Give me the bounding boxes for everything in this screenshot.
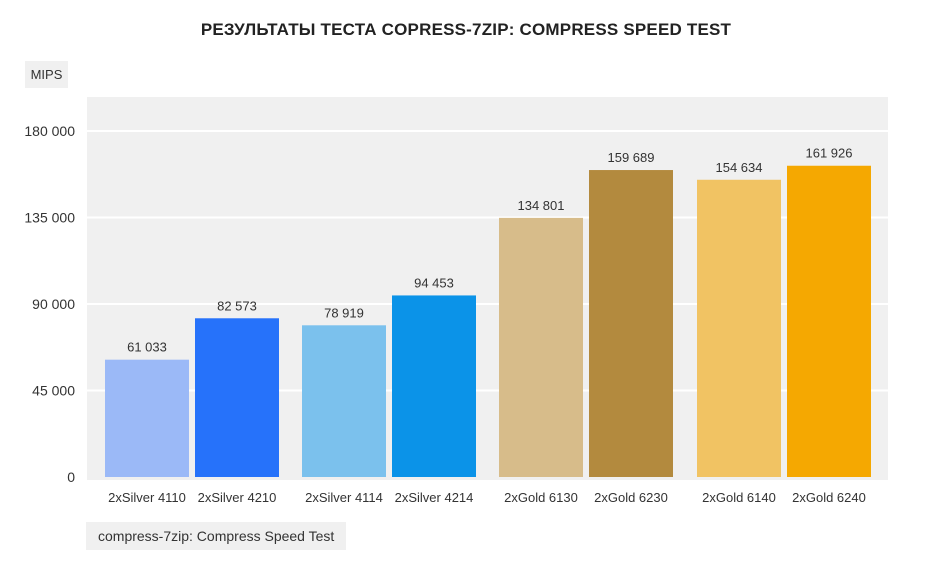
- x-category-label: 2xGold 6230: [594, 490, 668, 505]
- y-tick-label: 90 000: [32, 296, 75, 312]
- bar[interactable]: [302, 325, 386, 477]
- y-tick-label: 0: [67, 469, 75, 485]
- x-category-label: 2xGold 6130: [504, 490, 578, 505]
- bar[interactable]: [697, 179, 781, 477]
- y-tick-label: 180 000: [24, 123, 75, 139]
- bar-value-label: 82 573: [217, 298, 257, 313]
- bars: [105, 165, 871, 478]
- bar[interactable]: [392, 295, 476, 477]
- x-category-label: 2xSilver 4210: [198, 490, 277, 505]
- y-axis-ticks: 0 45 000 90 000 135 000 180 000: [24, 123, 75, 485]
- chart-title: РЕЗУЛЬТАТЫ ТЕСТА COPRESS-7ZIP: COMPRESS …: [200, 20, 732, 39]
- x-category-label: 2xSilver 4110: [108, 490, 186, 505]
- x-category-label: 2xSilver 4214: [395, 490, 474, 505]
- data-labels: 61 033 82 573 78 919 94 453 134 801 159 689 15…: [127, 146, 852, 355]
- legend-item[interactable]: compress-7zip: Compress Speed Test: [86, 522, 347, 550]
- y-tick-label: 45 000: [32, 383, 75, 399]
- bar-value-label: 94 453: [414, 275, 454, 290]
- bar-value-label: 154 634: [716, 160, 763, 175]
- bar-value-label: 134 801: [518, 198, 565, 213]
- bar-value-label: 61 033: [127, 340, 167, 355]
- bar-value-label: 78 919: [324, 305, 364, 320]
- x-category-label: 2xSilver 4114: [305, 490, 383, 505]
- bar[interactable]: [105, 359, 189, 477]
- bar-value-label: 161 926: [806, 146, 853, 161]
- bar-value-label: 159 689: [608, 150, 655, 165]
- bar[interactable]: [589, 170, 673, 478]
- y-axis-unit-label: MIPS: [25, 61, 68, 88]
- y-tick-label: 135 000: [24, 210, 75, 226]
- bar[interactable]: [787, 165, 871, 477]
- bar[interactable]: [195, 318, 279, 477]
- bar[interactable]: [499, 217, 583, 478]
- x-axis-labels: 2xSilver 4110 2xSilver 4210 2xSilver 4114 2…: [108, 490, 866, 505]
- x-category-label: 2xGold 6240: [792, 490, 866, 505]
- x-category-label: 2xGold 6140: [702, 490, 776, 505]
